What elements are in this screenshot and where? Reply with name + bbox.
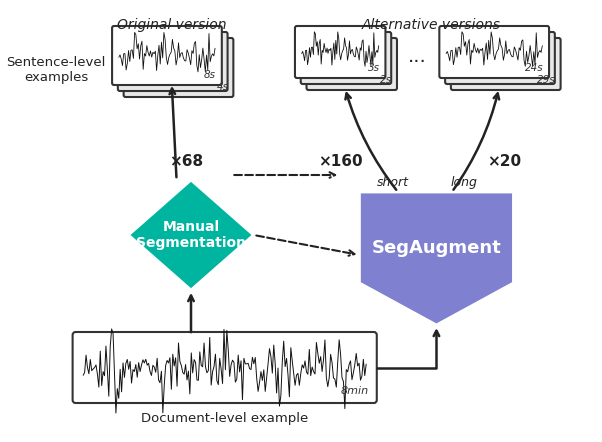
Text: ...: ... [408,47,427,66]
Text: Document-level example: Document-level example [141,412,308,425]
Text: long: long [451,176,477,189]
Text: 8min: 8min [341,386,369,396]
FancyBboxPatch shape [112,26,222,85]
Text: Manual
Segmentation: Manual Segmentation [136,220,246,250]
FancyBboxPatch shape [295,26,385,78]
Text: 2s: 2s [380,75,392,85]
FancyBboxPatch shape [451,38,560,90]
Text: 4s: 4s [217,82,229,92]
FancyBboxPatch shape [73,332,377,403]
FancyBboxPatch shape [123,38,234,97]
FancyBboxPatch shape [306,38,397,90]
Text: Original version: Original version [117,18,226,32]
Text: SegAugment: SegAugment [371,239,501,257]
Polygon shape [359,192,514,325]
Text: 8s: 8s [204,70,216,80]
Text: Sentence-level
examples: Sentence-level examples [7,57,106,84]
Text: 29s: 29s [537,75,556,85]
Text: ×68: ×68 [169,155,203,169]
Text: 24s: 24s [525,63,543,73]
Text: ×20: ×20 [487,155,521,169]
FancyBboxPatch shape [439,26,549,78]
FancyBboxPatch shape [118,32,228,91]
Text: 3s: 3s [368,63,380,73]
Text: short: short [377,176,409,189]
Text: ×160: ×160 [318,155,362,169]
Polygon shape [128,180,253,290]
Text: Alternative versions: Alternative versions [362,18,501,32]
FancyBboxPatch shape [445,32,555,84]
FancyBboxPatch shape [301,32,391,84]
